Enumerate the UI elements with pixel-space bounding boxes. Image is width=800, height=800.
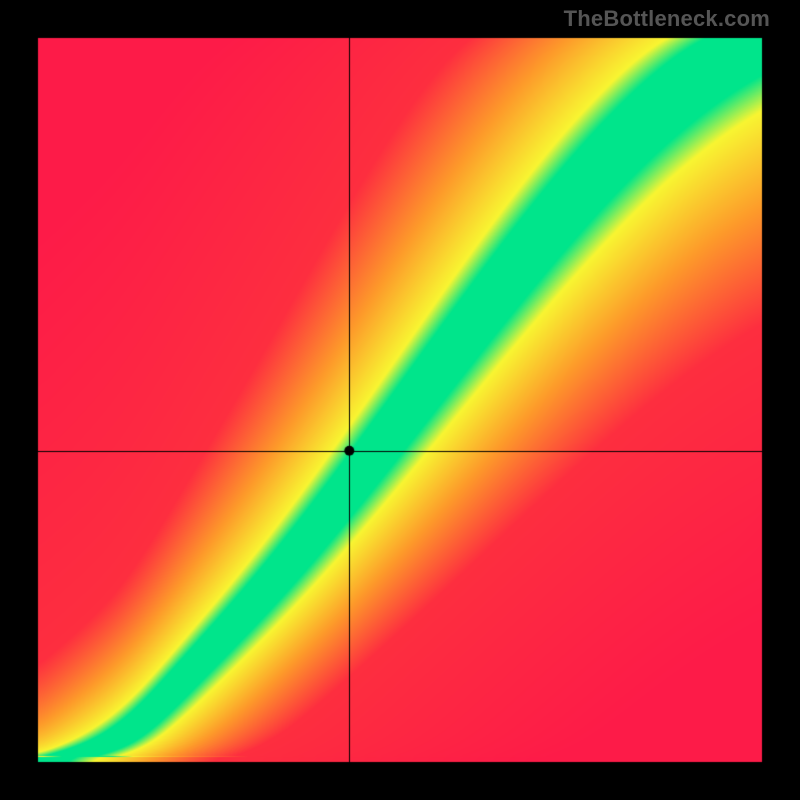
watermark-text: TheBottleneck.com — [564, 6, 770, 32]
bottleneck-heatmap — [0, 0, 800, 800]
